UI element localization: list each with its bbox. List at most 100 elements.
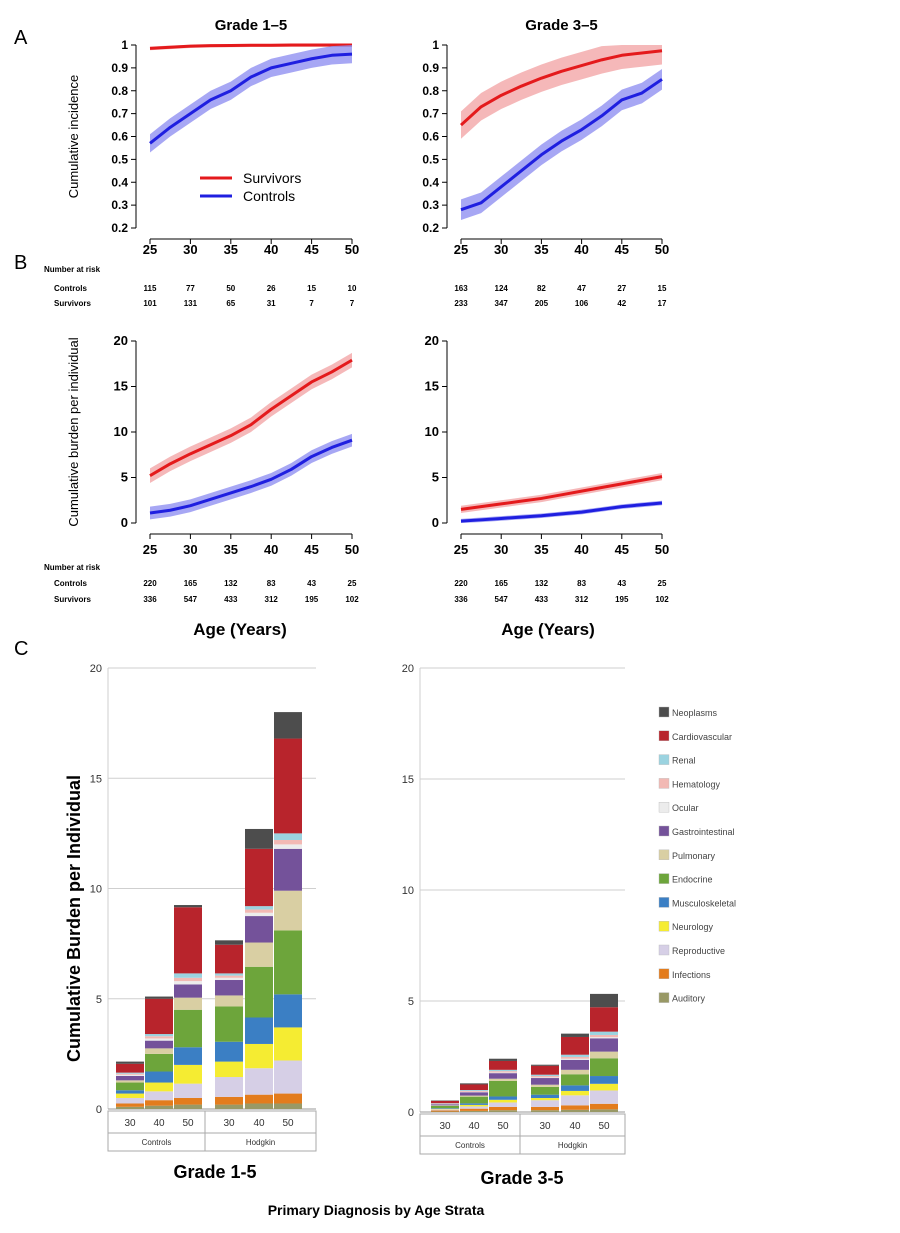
- y-tick-label: 1: [432, 38, 439, 52]
- y-tick-label: 0.2: [111, 221, 128, 235]
- x-tick-label: 25: [454, 542, 468, 557]
- bar-segment-pulmonary: [215, 995, 243, 1007]
- risk-survivors-value: 433: [224, 595, 238, 604]
- risk-controls-value: 83: [267, 579, 276, 588]
- bar-segment-cardiovascular: [215, 944, 243, 974]
- risk-survivors-value: 433: [535, 595, 549, 604]
- category-label: 50: [282, 1118, 294, 1129]
- group-label: Hodgkin: [246, 1138, 275, 1147]
- risk-header: Number at risk: [44, 265, 101, 274]
- bar-segment-pulmonary: [174, 997, 202, 1010]
- bar-segment-infections: [431, 1110, 459, 1112]
- risk-controls-value: 124: [495, 284, 509, 293]
- bar-segment-auditory: [531, 1110, 559, 1112]
- y-tick-label: 0.6: [111, 130, 128, 144]
- bar-segment-neoplasms: [590, 993, 618, 1008]
- controls-line: [460, 78, 663, 212]
- controls-line: [149, 52, 353, 145]
- chart-b-grade-3-5: 0 5 10 15 20 25 30 35 40 45 50: [425, 333, 670, 557]
- chart-title: Grade 3–5: [525, 17, 598, 34]
- bar-segment-endocrine: [431, 1105, 459, 1109]
- bar-segment-reproductive: [431, 1109, 459, 1111]
- x-tick-label: 50: [345, 542, 359, 557]
- chart-title: Grade 1-5: [173, 1162, 256, 1182]
- x-tick-label: 30: [183, 542, 197, 557]
- bar-segment-renal: [174, 973, 202, 978]
- risk-controls-value: 77: [186, 284, 195, 293]
- risk-controls-value: 132: [224, 579, 238, 588]
- risk-controls-value: 220: [143, 579, 157, 588]
- bar-segment-infections: [489, 1106, 517, 1111]
- bar-segment-reproductive: [561, 1095, 589, 1106]
- bar-segment-renal: [215, 973, 243, 976]
- bar-segment-auditory: [245, 1103, 273, 1109]
- bar-segment-hematology: [561, 1056, 589, 1059]
- y-tick-label: 0.2: [422, 221, 439, 235]
- legend-label-ocular: Ocular: [672, 803, 699, 813]
- bar-segment-cardiovascular: [116, 1063, 144, 1073]
- x-tick-label: 35: [534, 542, 548, 557]
- legend-label-hematology: Hematology: [672, 779, 721, 789]
- bar-segment-neoplasms: [174, 905, 202, 908]
- bar-segment-neoplasms: [215, 940, 243, 945]
- bar-segment-infections: [274, 1093, 302, 1104]
- legend-swatch-renal: [658, 754, 670, 765]
- risk-controls-value: 165: [495, 579, 509, 588]
- bar-segment-endocrine: [245, 966, 273, 1018]
- bar-segment-neurology: [561, 1090, 589, 1096]
- bar-segment-ocular: [116, 1074, 144, 1076]
- bar-segment-neoplasms: [531, 1064, 559, 1066]
- legend-label-gastrointestinal: Gastrointestinal: [672, 827, 735, 837]
- bar-segment-reproductive: [215, 1077, 243, 1097]
- risk-controls-value: 10: [348, 284, 357, 293]
- bar-segment-renal: [274, 833, 302, 840]
- bar-segment-musculoskeletal: [245, 1017, 273, 1044]
- x-tick-label: 45: [615, 242, 629, 257]
- y-tick-label: 0.3: [422, 198, 439, 212]
- risk-survivors-value: 101: [143, 299, 157, 308]
- legend-swatch-neurology: [658, 921, 670, 932]
- bar-segment-infections: [215, 1096, 243, 1105]
- x-tick-label: 35: [534, 242, 548, 257]
- y-tick-label: 0.7: [422, 107, 439, 121]
- legend-label-pulmonary: Pulmonary: [672, 851, 716, 861]
- bar-segment-endocrine: [590, 1058, 618, 1077]
- risk-label-survivors-b: Survivors: [54, 595, 91, 604]
- legend-controls-label: Controls: [243, 188, 295, 204]
- bar-segment-reproductive: [590, 1090, 618, 1104]
- y-tick-label: 0.8: [111, 84, 128, 98]
- controls-line: [460, 501, 663, 523]
- bar-segment-neurology: [460, 1104, 488, 1107]
- legend-label-infections: Infections: [672, 970, 711, 980]
- bar-segment-renal: [116, 1072, 144, 1074]
- group-label: Controls: [142, 1138, 172, 1147]
- risk-header-b: Number at risk: [44, 563, 101, 572]
- category-group-box: [519, 1113, 626, 1155]
- risk-controls-value: 15: [307, 284, 316, 293]
- panel-label-b: B: [14, 252, 27, 274]
- legend-swatch-auditory: [658, 992, 670, 1003]
- risk-controls-value: 220: [454, 579, 468, 588]
- bar-segment-neurology: [215, 1061, 243, 1078]
- category-label: 40: [153, 1118, 165, 1129]
- y-tick-label: 0.9: [422, 61, 439, 75]
- y-tick-label: 0.9: [111, 61, 128, 75]
- bar-segment-neoplasms: [116, 1061, 144, 1064]
- bar-segment-auditory: [590, 1109, 618, 1112]
- bar-segment-neurology: [274, 1027, 302, 1061]
- bar-segment-infections: [116, 1103, 144, 1107]
- chart-c-grade-1-5: 0 5 10 15 20 Cumulative Burden per Individual…: [64, 663, 317, 1182]
- risk-survivors-value: 336: [143, 595, 157, 604]
- y-tick-label: 10: [425, 424, 439, 439]
- bar-segment-neurology: [431, 1108, 459, 1110]
- x-tick-label: 25: [143, 242, 157, 257]
- bar-segment-gastrointestinal: [245, 916, 273, 943]
- x-tick-label: 50: [655, 242, 669, 257]
- y-tick-label: 0: [121, 515, 128, 530]
- risk-controls-value: 115: [144, 284, 157, 293]
- group-label: Controls: [455, 1141, 485, 1150]
- bar-segment-hematology: [245, 909, 273, 913]
- y-tick-label: 20: [402, 663, 414, 675]
- risk-survivors-value: 31: [267, 299, 276, 308]
